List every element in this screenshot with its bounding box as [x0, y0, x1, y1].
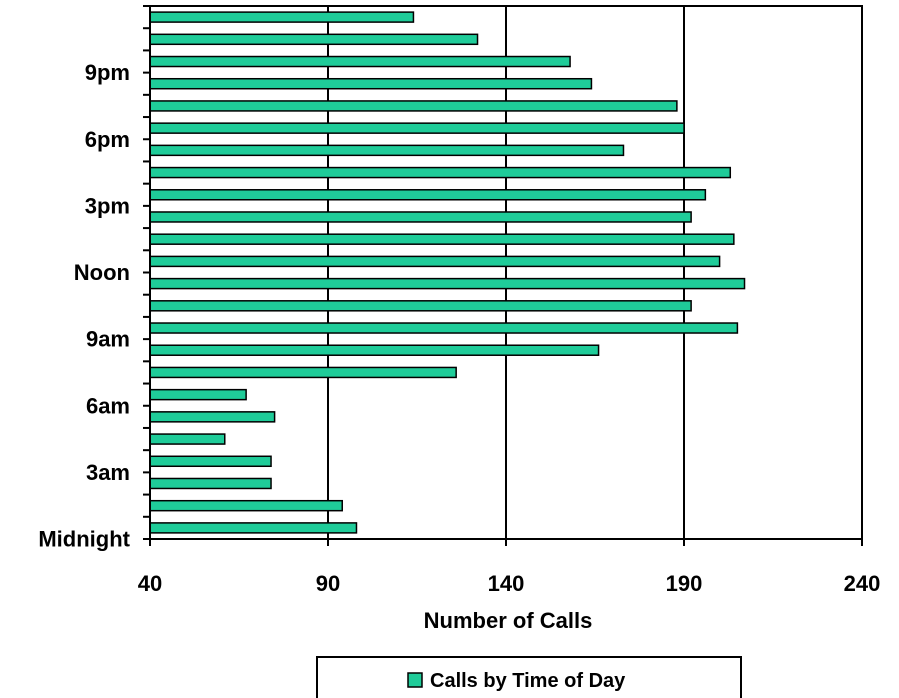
bar: [149, 322, 739, 334]
bar: [149, 211, 692, 223]
bar: [149, 255, 721, 268]
y-tick-label: 6pm: [85, 127, 130, 152]
bar: [149, 189, 707, 201]
y-tick-label: 9am: [86, 327, 130, 352]
bar: [149, 233, 735, 245]
bar: [149, 277, 746, 290]
legend-label: Calls by Time of Day: [430, 670, 626, 692]
bar: [149, 499, 343, 512]
bar: [149, 77, 593, 90]
bar-series: [149, 11, 746, 534]
grid-lines: [327, 6, 685, 539]
x-tick-label: 190: [666, 571, 703, 596]
bar: [149, 166, 732, 179]
bar: [149, 388, 247, 401]
legend: Calls by Time of Day: [316, 656, 742, 698]
bar: [149, 411, 276, 423]
bar: [149, 433, 226, 445]
bar: [149, 522, 358, 534]
y-axis-labels: Midnight 3am 6am 9am Noon 3pm 6pm 9pm: [38, 60, 130, 551]
x-tick-label: 140: [488, 571, 525, 596]
bar: [149, 33, 479, 46]
x-tick-label: 40: [138, 571, 162, 596]
y-tick-label: Midnight: [38, 527, 130, 552]
bar: [149, 11, 415, 23]
y-tick-label: 9pm: [85, 60, 130, 85]
bar: [149, 100, 678, 112]
bar: [149, 144, 625, 157]
legend-box: [316, 656, 742, 698]
y-tick-label: 6am: [86, 393, 130, 418]
y-tick-label: Noon: [74, 260, 130, 285]
x-axis-labels: 40 90 140 190 240: [138, 539, 881, 596]
y-tick-label: 3am: [86, 460, 130, 485]
x-tick-label: 240: [844, 571, 881, 596]
bar: [149, 344, 600, 356]
y-tick-label: 3pm: [85, 193, 130, 218]
bar: [149, 55, 571, 68]
bar: [149, 477, 272, 490]
bar: [149, 366, 457, 379]
x-axis-title: Number of Calls: [424, 608, 593, 633]
legend-swatch: [407, 672, 423, 688]
bar: [149, 455, 272, 468]
x-tick-label: 90: [316, 571, 340, 596]
bar: [149, 300, 692, 312]
bar: [149, 122, 685, 134]
y-axis-ticks: [143, 5, 150, 540]
